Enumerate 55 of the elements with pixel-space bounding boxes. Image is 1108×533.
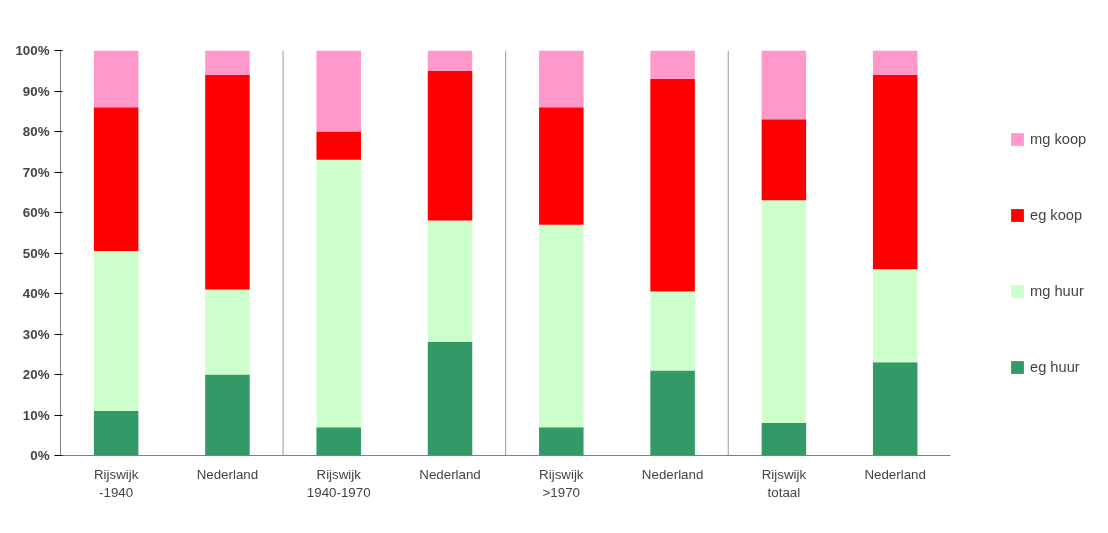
y-tick-label: 10% bbox=[22, 407, 50, 423]
bar bbox=[93, 410, 139, 456]
y-tick-label: 30% bbox=[22, 326, 50, 342]
bar bbox=[93, 50, 139, 108]
x-tick-label: Rijswijk -1940 bbox=[93, 466, 139, 500]
bar bbox=[205, 74, 250, 290]
bar bbox=[316, 131, 361, 160]
y-tick-label: 50% bbox=[22, 245, 50, 261]
bar bbox=[205, 374, 250, 456]
bar bbox=[872, 362, 918, 456]
y-tick-label: 90% bbox=[22, 83, 50, 99]
y-tick-label: 0% bbox=[30, 448, 50, 463]
legend-label: mg huur bbox=[1030, 282, 1085, 299]
bar bbox=[650, 370, 695, 456]
bar bbox=[761, 200, 807, 424]
x-tick-label: Nederland bbox=[419, 466, 481, 482]
x-tick-label: Rijswijk 1940-1970 bbox=[306, 466, 371, 500]
bar bbox=[316, 50, 361, 132]
y-tick-label: 20% bbox=[22, 367, 50, 382]
y-tick-label: 80% bbox=[22, 124, 50, 139]
bar bbox=[427, 70, 473, 221]
bar bbox=[761, 423, 807, 456]
bar bbox=[539, 224, 584, 428]
y-tick-label: 40% bbox=[22, 286, 50, 301]
bar bbox=[205, 289, 250, 375]
x-tick-label: Nederland bbox=[641, 466, 704, 482]
bar bbox=[93, 107, 139, 251]
bar bbox=[316, 427, 361, 456]
y-tick-label: 60% bbox=[22, 205, 50, 220]
bar bbox=[650, 78, 695, 292]
y-tick-label: 70% bbox=[22, 164, 50, 180]
y-tick-label: 100% bbox=[15, 43, 50, 58]
bar bbox=[205, 50, 250, 75]
bar bbox=[316, 159, 361, 428]
legend-label: mg koop bbox=[1030, 130, 1088, 147]
bar bbox=[761, 50, 807, 120]
bar bbox=[872, 269, 918, 363]
bar bbox=[872, 74, 918, 270]
bar bbox=[93, 250, 139, 411]
bar bbox=[650, 291, 695, 371]
bar bbox=[427, 50, 473, 71]
bar bbox=[427, 220, 473, 343]
legend-label: eg koop bbox=[1030, 206, 1084, 223]
x-tick-label: Rijswijk >1970 bbox=[539, 466, 584, 500]
legend-label: eg huur bbox=[1030, 358, 1081, 375]
bar bbox=[427, 342, 473, 456]
x-tick-label: Rijswijk totaal bbox=[761, 466, 807, 500]
bar bbox=[539, 427, 584, 456]
bar bbox=[761, 119, 807, 201]
x-tick-label: Nederland bbox=[196, 466, 259, 482]
bar bbox=[539, 50, 584, 108]
bar bbox=[872, 50, 918, 75]
bar bbox=[539, 107, 584, 225]
x-tick-label: Nederland bbox=[864, 466, 926, 482]
bar bbox=[650, 50, 695, 79]
